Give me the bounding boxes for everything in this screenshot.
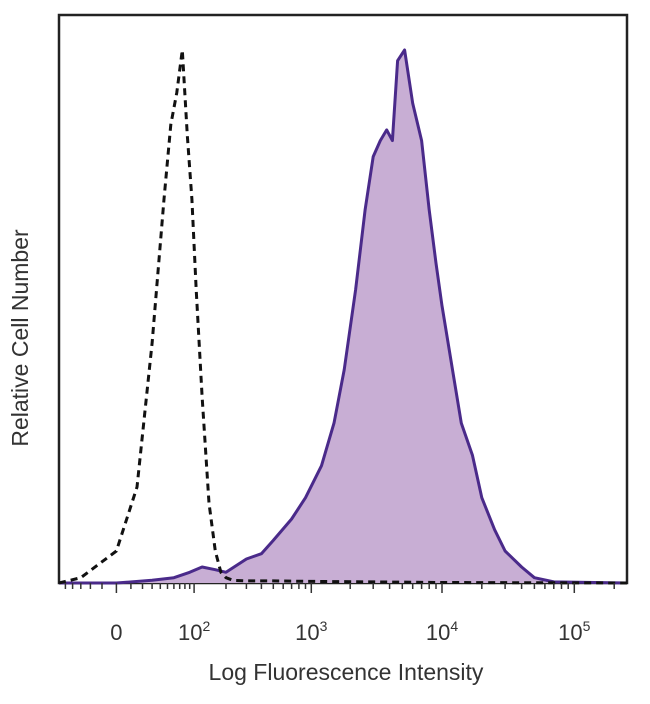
x-tick-label: 105 (558, 618, 590, 645)
tick-layer: 0 102 103 104 105 (64, 583, 615, 645)
y-axis-label: Relative Cell Number (7, 229, 33, 447)
control-histogram-dashed-line (58, 48, 628, 585)
x-tick-label-exponent: 4 (450, 618, 458, 634)
stained-histogram-line (59, 48, 628, 585)
x-tick-label: 103 (295, 618, 327, 645)
x-tick-label-exponent: 3 (320, 618, 328, 634)
x-tick-label: 0 (110, 620, 122, 645)
stained-histogram-fill (59, 50, 627, 583)
x-tick-label: 104 (426, 618, 458, 645)
x-tick-label-exponent: 5 (583, 618, 591, 634)
x-tick-label-base: 10 (426, 620, 450, 645)
series-layer (58, 48, 628, 585)
x-tick-label-base: 10 (178, 620, 202, 645)
x-tick-label-base: 10 (558, 620, 582, 645)
x-tick-label-base: 10 (295, 620, 319, 645)
x-tick-label-base: 0 (110, 620, 122, 645)
x-tick-label-exponent: 2 (202, 618, 210, 634)
x-axis-label: Log Fluorescence Intensity (209, 659, 484, 685)
x-tick-label: 102 (178, 618, 210, 645)
